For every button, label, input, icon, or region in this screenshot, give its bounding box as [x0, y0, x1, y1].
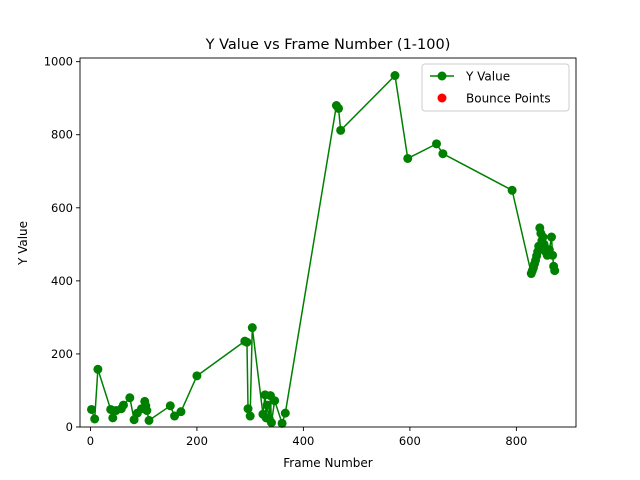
data-point: [176, 407, 186, 417]
chart-title: Y Value vs Frame Number (1-100): [205, 37, 451, 53]
data-point: [438, 149, 448, 159]
data-point: [242, 337, 252, 347]
data-point: [550, 266, 560, 276]
data-point: [165, 401, 175, 411]
data-point: [390, 71, 400, 81]
data-point: [243, 404, 253, 414]
data-point: [538, 232, 548, 242]
data-point: [144, 415, 154, 425]
legend-box: [421, 63, 570, 112]
data-point: [192, 371, 202, 381]
y-tick-label: 400: [51, 274, 73, 288]
data-point: [403, 153, 413, 163]
y-tick-label: 200: [51, 347, 73, 361]
data-point: [90, 414, 100, 424]
data-point: [245, 411, 255, 421]
data-point: [432, 139, 442, 149]
legend-marker: [437, 71, 447, 81]
legend-label: Y Value: [465, 70, 510, 84]
x-tick-label: 0: [87, 434, 94, 448]
data-point: [277, 418, 287, 428]
data-point: [280, 408, 290, 418]
data-point: [247, 323, 257, 333]
y-tick-label: 600: [51, 201, 73, 215]
x-axis-label: Frame Number: [283, 456, 372, 470]
x-tick-label: 400: [292, 434, 314, 448]
data-point: [334, 103, 344, 113]
data-point: [142, 406, 152, 416]
data-point: [170, 411, 180, 421]
data-point: [548, 250, 558, 260]
data-point: [507, 185, 517, 195]
legend-label: Bounce Points: [466, 92, 551, 106]
axes: 0 200 400 600 800 0 200 400 600 800 1000: [44, 55, 577, 448]
data-point: [336, 125, 346, 135]
x-tick-label: 200: [186, 434, 208, 448]
data-point: [270, 396, 280, 406]
data-point: [118, 400, 128, 410]
y-tick-label: 0: [66, 420, 73, 434]
data-point: [93, 364, 103, 374]
y-axis-label: Y Value: [16, 221, 30, 266]
data-point: [87, 404, 96, 414]
y-tick-label: 800: [51, 128, 73, 142]
data-point: [108, 413, 118, 423]
data-point: [266, 418, 276, 428]
x-tick-label: 800: [505, 434, 527, 448]
data-point: [262, 400, 272, 410]
axes-frame: [79, 57, 577, 428]
data-point: [547, 232, 557, 242]
data-point: [125, 393, 135, 403]
plot-area: [87, 71, 560, 428]
x-tick-label: 600: [399, 434, 421, 448]
legend-marker: [437, 93, 447, 103]
y-tick-label: 1000: [44, 55, 73, 69]
legend: Y Value Bounce Points: [421, 63, 570, 112]
